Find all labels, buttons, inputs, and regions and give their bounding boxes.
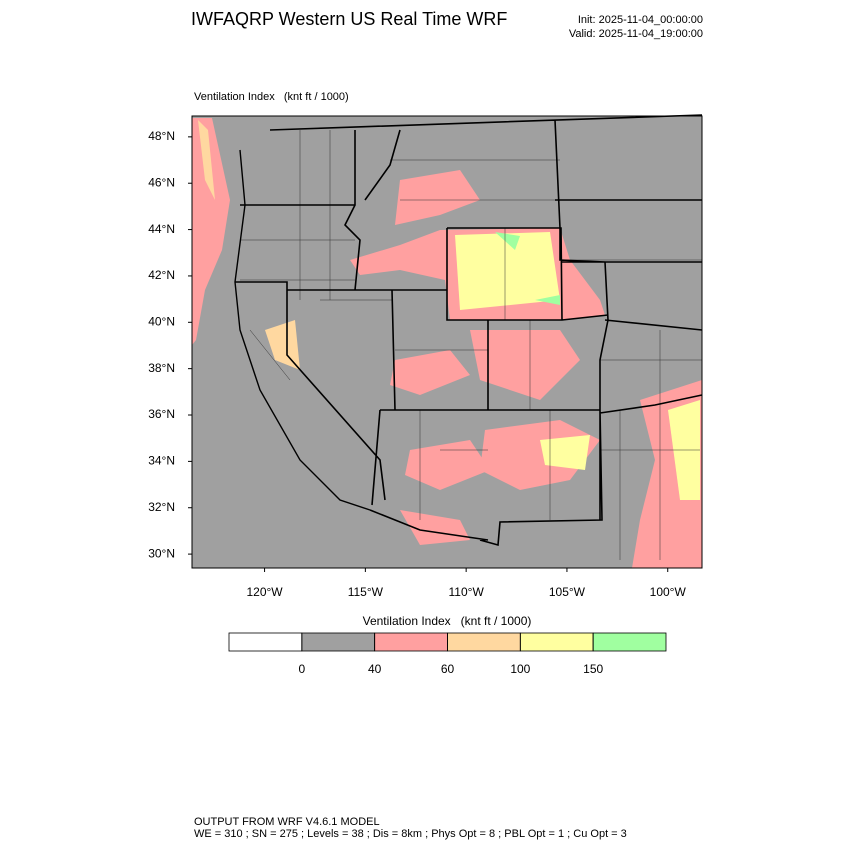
colorbar-label: 40 bbox=[368, 662, 382, 676]
y-tick-label: 30°N bbox=[148, 546, 175, 560]
colorbar-label: 0 bbox=[298, 662, 305, 676]
footer-line: WE = 310 ; SN = 275 ; Levels = 38 ; Dis … bbox=[194, 828, 627, 840]
county-lines bbox=[240, 130, 702, 560]
x-tick-label: 100°W bbox=[650, 585, 687, 599]
page-title: IWFAQRP Western US Real Time WRF bbox=[191, 9, 507, 29]
colorbar-label: 60 bbox=[441, 662, 455, 676]
colorbar-box bbox=[301, 632, 376, 652]
init-time: Init: 2025-11-04_00:00:00 bbox=[578, 14, 703, 26]
x-tick-label: 120°W bbox=[246, 585, 283, 599]
y-tick-label: 32°N bbox=[148, 500, 175, 514]
map: 120°W 115°W 110°W 105°W 100°W 30°N 32°N 34°N 36°… bbox=[148, 114, 703, 599]
y-tick-label: 46°N bbox=[148, 175, 175, 189]
map-frame bbox=[191, 115, 703, 569]
colorbar-box bbox=[519, 632, 594, 652]
y-tick-label: 44°N bbox=[148, 222, 175, 236]
colorbar-box bbox=[374, 632, 448, 652]
state-borders bbox=[234, 114, 703, 547]
x-tick-label: 105°W bbox=[549, 585, 586, 599]
colorbar-box bbox=[228, 632, 303, 652]
y-tick-label: 38°N bbox=[148, 361, 175, 375]
colorbar-title: Ventilation Index (knt ft / 1000) bbox=[363, 614, 532, 628]
colorbar: Ventilation Index (knt ft / 1000) 0 40 60 1… bbox=[228, 614, 667, 676]
y-tick-label: 48°N bbox=[148, 129, 175, 143]
y-tick-label: 42°N bbox=[148, 268, 175, 282]
field-shading bbox=[192, 118, 702, 568]
colorbar-label: 100 bbox=[510, 662, 530, 676]
colorbar-label: 150 bbox=[583, 662, 603, 676]
y-tick-label: 34°N bbox=[148, 454, 175, 468]
map-label: Ventilation Index (knt ft / 1000) bbox=[194, 91, 349, 103]
colorbar-box bbox=[447, 632, 521, 652]
valid-time: Valid: 2025-11-04_19:00:00 bbox=[569, 28, 703, 40]
colorbar-box bbox=[592, 632, 667, 652]
x-tick-label: 115°W bbox=[348, 585, 384, 599]
footer-line: OUTPUT FROM WRF V4.6.1 MODEL bbox=[194, 816, 380, 828]
y-tick-label: 36°N bbox=[148, 407, 175, 421]
y-tick-label: 40°N bbox=[148, 314, 175, 328]
x-tick-label: 110°W bbox=[449, 585, 485, 599]
